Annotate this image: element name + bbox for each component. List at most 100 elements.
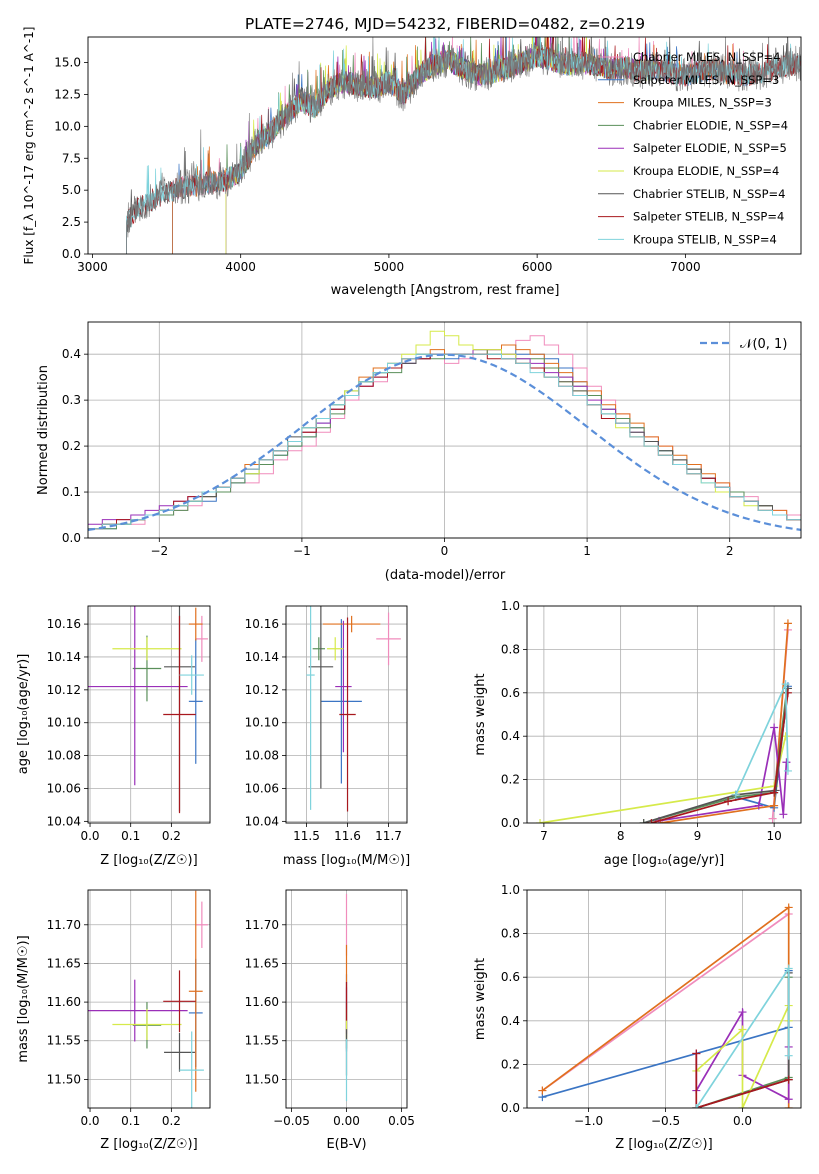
weight-point-marker	[781, 680, 790, 689]
weight-point-marker	[768, 814, 777, 823]
x-tick-label: 0.00	[333, 1114, 360, 1128]
y-tick-label: 10.06	[245, 781, 279, 795]
age-vs-Z-axes: 0.0 0.1 0.2 10.04 10.06 10.08 10.10 10.12 10.14 1…	[47, 606, 210, 843]
weight-point-marker	[724, 797, 733, 806]
residuals-xlabel: (data-model)/error	[385, 568, 506, 583]
x-tick-label: 1	[583, 544, 591, 558]
weight-point-marker	[770, 801, 779, 810]
mass-vs-ebv-axes-frame	[285, 889, 408, 1109]
weight-point-marker	[738, 1104, 747, 1108]
residuals-axes-frame	[87, 321, 802, 539]
x-tick-label: −1	[293, 544, 311, 558]
y-tick-label: 0.0	[62, 247, 81, 261]
data-point	[179, 655, 204, 695]
y-tick-label: 10.12	[245, 683, 279, 697]
data-point	[188, 607, 203, 641]
weight-point-marker	[738, 1025, 747, 1034]
y-tick-label: 11.50	[47, 1072, 81, 1086]
weight-point-marker	[770, 788, 779, 797]
spectrum-legend: Chabrier MILES, N_SSP=4 Salpeter MILES, N…	[598, 50, 788, 246]
data-point	[306, 606, 315, 810]
y-tick-label: 11.70	[47, 918, 81, 932]
weight-vs-age-xlabel: age [log₁₀(age/yr)]	[604, 853, 725, 868]
y-tick-label: 10.14	[47, 650, 81, 664]
y-tick-label: 0.1	[62, 485, 81, 499]
data-point	[376, 612, 401, 666]
weight-point-marker	[754, 801, 763, 810]
weight-point-marker	[538, 1086, 547, 1095]
weight-point-marker	[731, 790, 740, 799]
residuals-legend: 𝒩(0, 1)	[700, 337, 787, 352]
data-point	[163, 970, 196, 1033]
age-vs-mass-axes: 11.5 11.6 11.7 10.04 10.06 10.08 10.10 10.12 10.…	[245, 606, 407, 843]
weight-point-marker	[784, 1095, 793, 1104]
weight-vs-Z-axes-frame	[526, 889, 802, 1109]
y-tick-label: 10.14	[245, 650, 279, 664]
x-tick-label: −1.0	[574, 1114, 603, 1128]
x-tick-label: 0.1	[121, 1114, 140, 1128]
x-tick-label: 0.2	[162, 829, 181, 843]
data-point	[195, 901, 208, 948]
x-tick-label: −0.05	[273, 1114, 310, 1128]
y-tick-label: 11.50	[245, 1072, 279, 1086]
weight-point-marker	[784, 1051, 793, 1060]
data-point	[163, 615, 196, 814]
weight-vs-age-plot	[536, 619, 792, 823]
x-tick-label: 9	[694, 829, 702, 843]
legend-label: Chabrier ELODIE, N_SSP=4	[633, 118, 788, 132]
x-tick-label: 7	[540, 829, 548, 843]
x-tick-label: 4000	[225, 260, 256, 274]
weight-point-marker	[779, 810, 788, 819]
y-tick-label: 10.16	[245, 617, 279, 631]
spectrum-ylabel: Flux [f_λ 10^-17 erg cm^-2 s^-1 A^-1]	[22, 27, 36, 265]
weight-vs-Z-plot	[538, 903, 793, 1108]
y-tick-label: 0.8	[501, 927, 520, 941]
y-tick-label: 10.10	[245, 716, 279, 730]
data-point	[179, 1031, 204, 1108]
data-point	[339, 617, 356, 812]
spectrum-xlabel: wavelength [Angstrom, rest frame]	[331, 283, 560, 298]
data-point	[164, 1033, 195, 1072]
y-tick-label: 10.04	[245, 814, 279, 828]
weight-point-marker	[783, 619, 792, 628]
age-vs-mass-xlabel: mass [log₁₀(M/M☉)]	[283, 853, 410, 868]
y-tick-label: 11.60	[47, 995, 81, 1009]
legend-label: Salpeter MILES, N_SSP=3	[633, 73, 779, 87]
y-tick-label: 11.65	[47, 956, 81, 970]
y-tick-label: 0.6	[501, 686, 520, 700]
y-tick-label: 0.4	[501, 1014, 520, 1028]
y-tick-label: 10.16	[47, 617, 81, 631]
y-tick-label: 10.0	[54, 119, 81, 133]
y-tick-label: 11.70	[245, 918, 279, 932]
y-tick-label: 11.60	[245, 995, 279, 1009]
mass-vs-Z-axes: 0.0 0.1 0.2 11.50 11.55 11.60 11.65 11.70	[47, 890, 210, 1128]
legend-label: Kroupa STELIB, N_SSP=4	[633, 232, 777, 246]
age-vs-mass-axes-frame	[285, 605, 408, 824]
x-tick-label: 0.0	[733, 1114, 752, 1128]
x-tick-label: 11.6	[334, 829, 361, 843]
data-point	[322, 615, 381, 633]
mass-vs-Z-axes-frame	[87, 889, 211, 1109]
weight-point-marker	[639, 819, 648, 823]
x-tick-label: 0.05	[388, 1114, 415, 1128]
x-tick-label: 8	[617, 829, 625, 843]
y-tick-label: 11.55	[47, 1034, 81, 1048]
data-point	[88, 606, 188, 786]
residuals-axes: −2 −1 0 1 2 0.0 0.1 0.2 0.3 0.4	[62, 322, 801, 558]
y-tick-label: 1.0	[501, 883, 520, 897]
y-tick-label: 10.12	[47, 683, 81, 697]
y-tick-label: 11.55	[245, 1034, 279, 1048]
legend-label: Salpeter ELODIE, N_SSP=5	[633, 141, 787, 155]
x-tick-label: −0.5	[651, 1114, 680, 1128]
x-tick-label: 11.7	[375, 829, 402, 843]
data-point	[112, 1009, 182, 1040]
x-tick-label: 0.0	[80, 829, 99, 843]
spectrum-axes-frame	[87, 36, 802, 255]
y-tick-label: 2.5	[62, 215, 81, 229]
legend-label: Salpeter STELIB, N_SSP=4	[633, 210, 784, 224]
age-vs-mass-plot	[306, 606, 401, 812]
y-tick-label: 10.06	[47, 781, 81, 795]
weight-series-line	[541, 913, 790, 1092]
